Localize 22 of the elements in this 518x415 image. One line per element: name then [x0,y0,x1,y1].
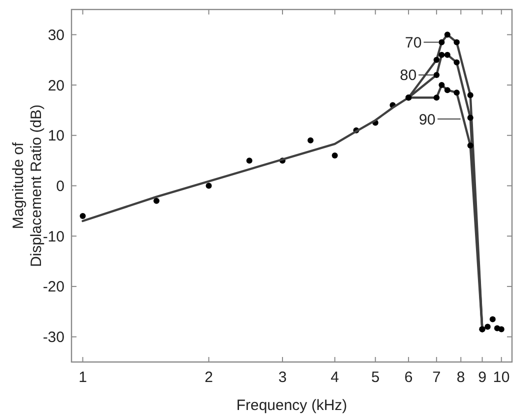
y-tick-label: 0 [56,178,64,195]
legend-label: 80 [400,67,417,84]
x-tick-label: 2 [204,369,213,386]
y-tick-label: -20 [42,278,64,296]
y-tick-label: 20 [48,77,64,94]
x-tick-label: 6 [404,369,413,386]
x-tick-label: 5 [371,369,380,386]
x-tick-label: 7 [432,369,441,386]
x-tick-label: 3 [278,369,287,386]
y-tick-label: 10 [48,128,64,145]
legend-label: 70 [404,34,422,52]
y-tick-label: -30 [42,329,64,346]
y-tick-label: -10 [42,228,64,246]
x-axis-title: Frequency (kHz) [236,397,348,414]
legend-label: 90 [418,111,436,128]
y-axis-title: Magnitude of Displacement Ratio (dB) [10,104,45,268]
x-tick-label: 9 [478,369,486,386]
x-tick-label: 4 [330,369,339,386]
x-tick-label: 1 [78,369,87,386]
y-tick-label: 30 [48,26,64,44]
x-tick-label: 10 [493,369,510,386]
x-tick-label: 8 [456,369,466,386]
